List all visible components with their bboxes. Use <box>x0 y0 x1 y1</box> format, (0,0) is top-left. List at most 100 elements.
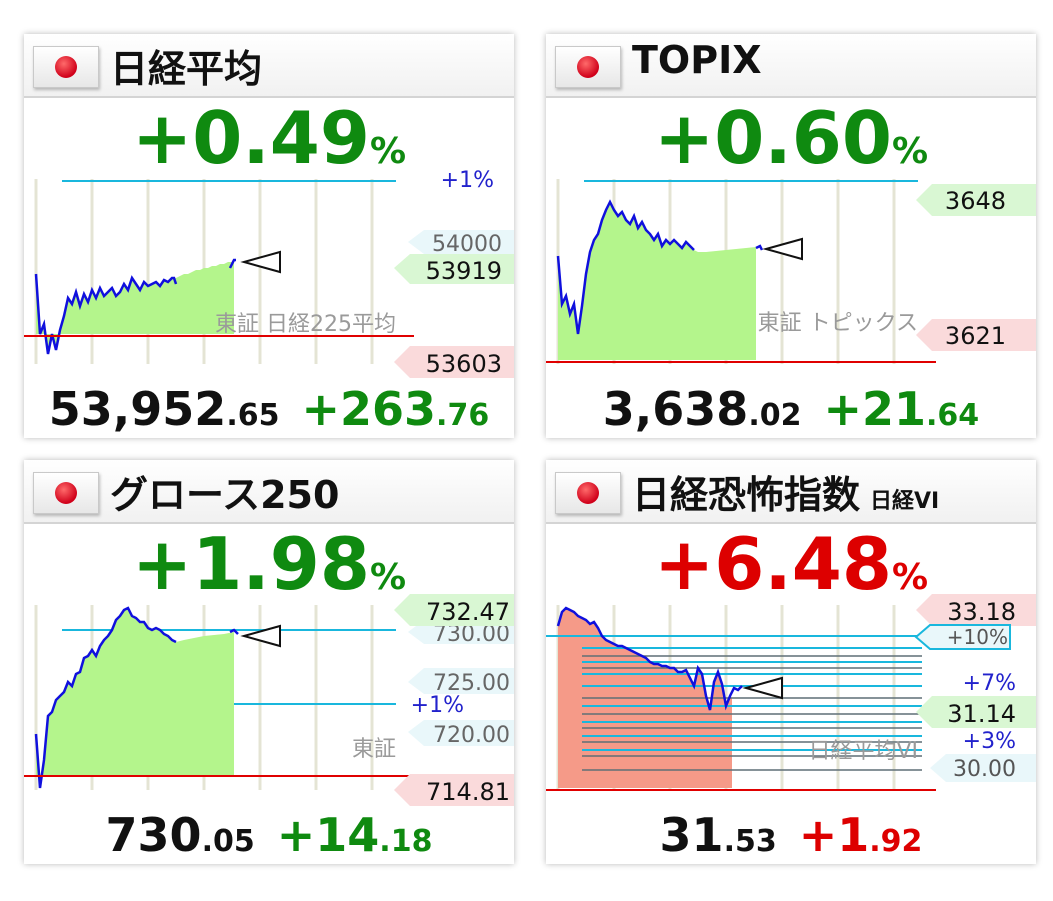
change-int: +263 <box>301 382 437 436</box>
source-label: 東証 トピックス <box>758 311 918 336</box>
tag-label: 54000 <box>432 232 502 257</box>
price-line <box>556 606 743 711</box>
tag-label: 53603 <box>426 350 502 378</box>
change-dec: .18 <box>379 824 433 859</box>
percent-unit: % <box>891 131 929 172</box>
percent-change: +1.98% <box>24 528 514 600</box>
tag-high <box>916 594 1036 626</box>
percent-value: +0.60 <box>653 96 892 180</box>
tag-label: 725.00 <box>433 671 510 696</box>
tag-current <box>394 594 514 626</box>
change-int: +1 <box>798 808 870 862</box>
tag-label: 3621 <box>945 322 1006 350</box>
index-title: 日経恐怖指数 日経VI <box>632 464 939 519</box>
panel-header: グロース250 <box>24 460 514 524</box>
tag-30 <box>930 754 1036 782</box>
price-fill <box>36 260 234 354</box>
tag-current <box>916 184 1036 216</box>
price-chart: 東証 +1% 730.00 732.47 725.00 720.00 714.8… <box>24 594 514 806</box>
source-label: 東証 日経225平均 <box>215 312 396 337</box>
tag-label: 732.47 <box>426 598 510 626</box>
price-dec: .02 <box>748 398 802 433</box>
panel-header: TOPIX <box>546 34 1036 98</box>
tag-label: 714.81 <box>426 778 510 806</box>
price-line <box>34 273 178 355</box>
price-fill <box>36 608 234 788</box>
tag-720 <box>408 720 514 746</box>
percent-change: +6.48% <box>546 528 1036 600</box>
index-title-main: 日経恐怖指数 <box>632 473 861 517</box>
price-chart: 東証 トピックス 3648 3621 <box>546 179 1036 364</box>
change-int: +21 <box>823 382 927 436</box>
percent-value: +0.49 <box>131 96 370 180</box>
percent-unit: % <box>891 557 929 598</box>
panel-nikkei: 日経平均 +0.49% +1% 東証 日経225平均 54000 53919 5… <box>24 34 514 438</box>
tag-label: 3648 <box>945 187 1006 215</box>
price-row: 31.53 +1.92 <box>546 812 1036 858</box>
tag-54000 <box>408 230 514 254</box>
source-label: 日経平均VI <box>808 739 918 764</box>
change-dec: .64 <box>926 398 980 433</box>
price-line <box>556 199 695 335</box>
line-label: +1% <box>411 693 464 718</box>
panel-nikkei-vi: 日経恐怖指数 日経VI +6.48% 日経平均VI 33.18 <box>546 460 1036 864</box>
price-dec: .53 <box>723 824 777 859</box>
line-label: +1% <box>441 168 494 193</box>
current-marker-icon <box>240 624 281 648</box>
index-title: 日経平均 <box>110 47 263 91</box>
percent-value: +1.98 <box>131 522 370 606</box>
price-chart: +1% 東証 日経225平均 54000 53919 53603 <box>24 168 514 378</box>
tag-plus-10pct <box>914 624 1011 650</box>
tag-current <box>394 254 514 284</box>
tag-label: 31.14 <box>947 700 1016 728</box>
tag-label: 730.00 <box>433 622 510 647</box>
price-chart: 日経平均VI 33.18 +10% +7% 31.14 +3% 30.00 <box>546 594 1036 791</box>
index-subtitle: 日経VI <box>870 489 940 514</box>
price-line <box>34 606 177 789</box>
current-marker-icon <box>742 676 783 700</box>
japan-flag-icon <box>555 46 621 88</box>
percent-change: +0.49% <box>24 102 514 174</box>
percent-unit: % <box>369 131 407 172</box>
current-marker-icon <box>762 237 803 261</box>
tag-current <box>916 696 1036 728</box>
tag-prev-close <box>394 346 514 378</box>
line-label: +10% <box>947 625 1008 649</box>
price-dec: .65 <box>226 398 280 433</box>
percent-unit: % <box>369 557 407 598</box>
price-dec: .05 <box>201 824 255 859</box>
price-row: 730.05 +14.18 <box>24 812 514 858</box>
panel-header: 日経恐怖指数 日経VI <box>546 460 1036 524</box>
price-int: 730 <box>105 808 202 862</box>
price-int: 53,952 <box>48 382 227 436</box>
price-int: 31 <box>659 808 724 862</box>
index-title: TOPIX <box>632 38 762 82</box>
current-marker-icon <box>240 250 281 274</box>
tag-label: 33.18 <box>947 598 1016 626</box>
change-dec: .92 <box>869 824 923 859</box>
change-int: +14 <box>276 808 380 862</box>
percent-change: +0.60% <box>546 102 1036 174</box>
price-row: 53,952.65 +263.76 <box>24 386 514 432</box>
panel-header: 日経平均 <box>24 34 514 98</box>
tag-label: 30.00 <box>953 757 1016 782</box>
tag-725 <box>408 668 514 694</box>
tag-prev-close <box>916 319 1036 351</box>
japan-flag-icon <box>33 472 99 514</box>
japan-flag-icon <box>33 46 99 88</box>
panel-topix: TOPIX +0.60% 東証 トピックス 3648 3621 3,638.02… <box>546 34 1036 438</box>
panel-growth250: グロース250 +1.98% 東証 +1% 730.00 732.47 725.… <box>24 460 514 864</box>
tag-label: 53919 <box>426 257 502 285</box>
price-int: 3,638 <box>602 382 749 436</box>
percent-value: +6.48 <box>653 522 892 606</box>
tag-label: 720.00 <box>433 723 510 748</box>
price-fill <box>558 202 756 360</box>
line-label: +3% <box>963 729 1016 754</box>
japan-flag-icon <box>555 472 621 514</box>
source-label: 東証 <box>352 737 396 762</box>
index-title: グロース250 <box>110 473 340 517</box>
tag-prev-close <box>394 774 514 806</box>
change-dec: .76 <box>436 398 490 433</box>
line-label: +7% <box>963 671 1016 696</box>
price-row: 3,638.02 +21.64 <box>546 386 1036 432</box>
